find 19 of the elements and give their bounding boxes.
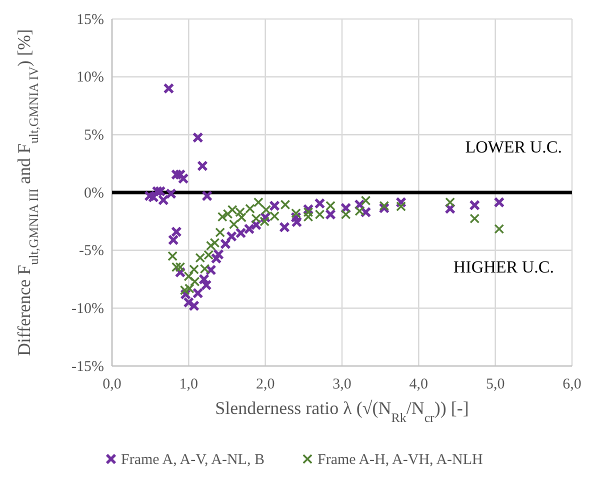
y-tick-label: 15% bbox=[76, 12, 104, 28]
annotation: HIGHER U.C. bbox=[453, 258, 554, 276]
x-tick-label: 5,0 bbox=[486, 376, 505, 393]
y-tick-label: 0% bbox=[84, 185, 104, 202]
x-tick-label: 4,0 bbox=[409, 376, 428, 393]
x-tick-label: 2,0 bbox=[256, 376, 275, 393]
legend-label: Frame A, A-V, A-NL, B bbox=[121, 452, 264, 468]
x-tick-label: 1,0 bbox=[179, 376, 198, 393]
x-tick-label: 6,0 bbox=[562, 376, 582, 393]
legend-label: Frame A-H, A-VH, A-NLH bbox=[317, 452, 484, 468]
y-tick-label: -5% bbox=[79, 243, 104, 260]
x-tick-label: 0,0 bbox=[102, 376, 122, 393]
y-tick-label: -10% bbox=[72, 300, 104, 317]
y-tick-label: -15% bbox=[72, 358, 104, 375]
annotation: LOWER U.C. bbox=[465, 138, 562, 156]
y-tick-label: 10% bbox=[76, 70, 104, 86]
x-axis-title: Slenderness ratio λ (√(N$_{Rk}$/N$_{cr}$)) [-] bbox=[215, 398, 469, 424]
x-tick-label: 3,0 bbox=[332, 376, 352, 393]
y-tick-label: 5% bbox=[84, 127, 104, 144]
